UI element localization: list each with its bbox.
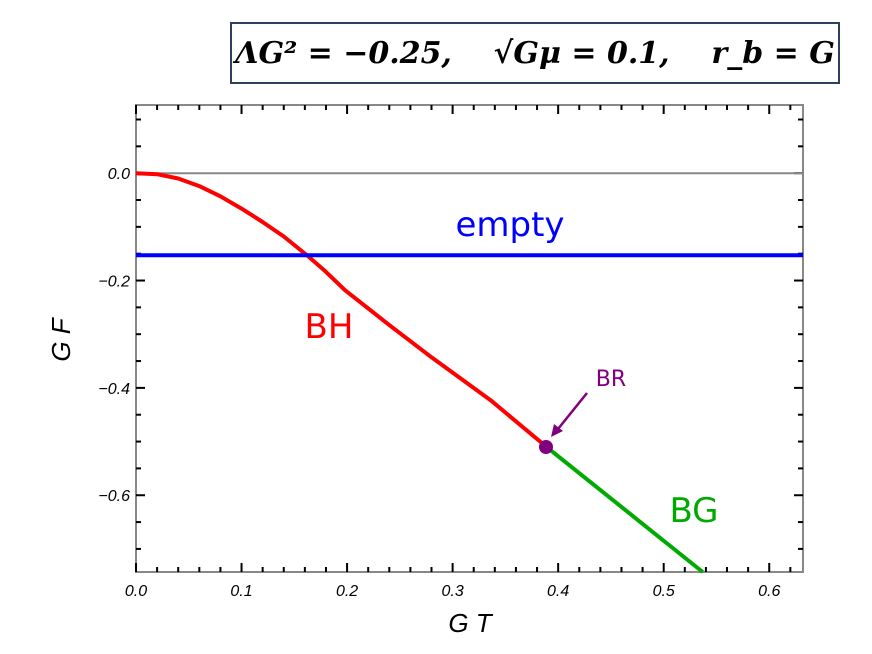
x-tick-label: 0.1 [230,583,252,600]
y-tick-labels: 0.0 −0.2 −0.4 −0.6 [98,166,130,505]
br-arrow [551,392,588,437]
x-tick-label: 0.3 [441,583,463,600]
empty-label: empty [455,205,564,245]
x-tick-label: 0.4 [547,583,569,600]
x-tick-label: 0.6 [758,583,780,600]
y-axis-title: G F [46,316,76,361]
x-tick-label: 0.2 [336,583,358,600]
x-tick-labels: 0.0 0.1 0.2 0.3 0.4 0.5 0.6 [125,583,781,600]
data-series [135,171,803,574]
y-tick-label: −0.6 [98,488,130,505]
x-tick-label: 0.0 [125,583,147,600]
series-bg-line [545,445,704,574]
br-label: BR [596,367,626,392]
bh-label: BH [305,307,354,347]
series-bh-line [135,171,548,449]
parameters-text: ΛG² = −0.25, √Gμ = 0.1, r_b = G [235,35,835,71]
parameters-box: ΛG² = −0.25, √Gμ = 0.1, r_b = G [230,22,840,84]
br-point-marker [539,440,553,454]
x-tick-label: 0.5 [653,583,675,600]
x-axis-title: G T [448,608,493,638]
y-tick-label: 0.0 [108,166,130,183]
plot-frame [135,104,804,573]
y-tick-label: −0.4 [98,381,130,398]
bg-label: BG [669,491,718,531]
y-tick-label: −0.2 [98,274,130,291]
